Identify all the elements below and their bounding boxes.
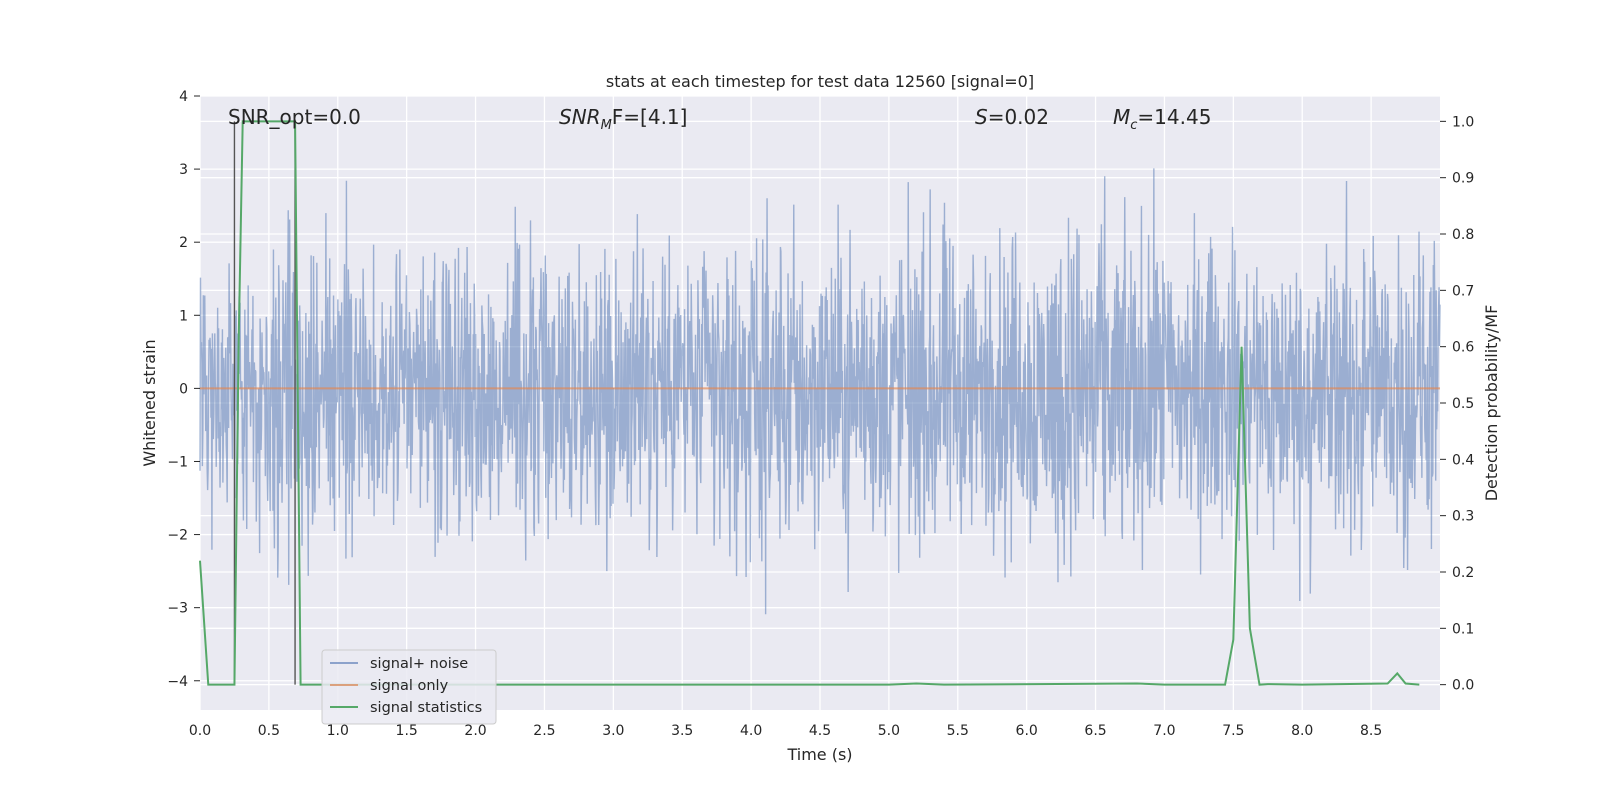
x-tick-label: 2.5	[533, 723, 555, 739]
x-tick-label: 3.0	[602, 723, 624, 739]
y-tick-label: 4	[179, 89, 188, 105]
snr-mf-sub: M	[601, 118, 612, 133]
x-tick-label: 8.0	[1291, 723, 1313, 739]
series-signal-plus-noise	[199, 168, 1441, 615]
x-tick-label: 0.0	[189, 723, 211, 739]
y-tick-label: −1	[167, 454, 188, 470]
y-right-axis-ticks: 1.0 0.9 0.8 0.7 0.6 0.5 0.4 0.3 0.2 0.1 0.0	[1440, 114, 1474, 694]
s-annotation: S=0.02	[975, 105, 1049, 129]
y-right-tick-label: 0.6	[1452, 340, 1474, 356]
plot-area	[199, 95, 1441, 710]
x-tick-label: 7.0	[1153, 723, 1175, 739]
legend-label-signal: signal only	[370, 678, 449, 694]
noise-trace	[199, 168, 1441, 615]
y-tick-label: 2	[179, 235, 188, 251]
s-value: =0.02	[988, 105, 1049, 129]
snr-opt-annotation: SNR_opt=0.0	[228, 105, 361, 129]
y-right-tick-label: 0.1	[1452, 621, 1474, 637]
x-axis-ticks: 0.0 0.5 1.0 1.5 2.0 2.5 3.0 3.5 4.0 4.5 5.0 5.5 6.0 6…	[189, 723, 1382, 739]
x-tick-label: 8.5	[1360, 723, 1382, 739]
y-right-tick-label: 0.4	[1452, 452, 1474, 468]
signal-statistics-line	[199, 120, 1420, 686]
y-right-tick-label: 0.5	[1452, 396, 1474, 412]
x-tick-label: 5.0	[878, 723, 900, 739]
y-axis-label: Whitened strain	[140, 339, 159, 466]
x-tick-label: 1.0	[327, 723, 349, 739]
x-tick-label: 7.5	[1222, 723, 1244, 739]
x-tick-label: 1.5	[396, 723, 418, 739]
y-tick-label: 0	[179, 381, 188, 397]
series-signal-statistics	[199, 120, 1420, 686]
y-tick-label: −3	[167, 601, 188, 617]
legend: signal+ noise signal only signal statist…	[321, 649, 497, 725]
x-tick-label: 5.5	[947, 723, 969, 739]
y-tick-label: 3	[179, 162, 188, 178]
y-tick-label: 1	[179, 308, 188, 324]
mc-sub: c	[1130, 118, 1137, 133]
snr-mf-rest: F=[4.1]	[612, 105, 688, 129]
x-tick-label: 6.5	[1084, 723, 1106, 739]
legend-label-noise: signal+ noise	[370, 656, 468, 672]
legend-box	[321, 649, 497, 725]
mc-base: M	[1113, 105, 1130, 129]
snr-mf-base: SNR	[559, 105, 601, 129]
y-right-tick-label: 0.8	[1452, 227, 1474, 243]
x-tick-label: 0.5	[258, 723, 280, 739]
x-tick-label: 3.5	[671, 723, 693, 739]
y-right-tick-label: 0.2	[1452, 565, 1474, 581]
legend-label-statistics: signal statistics	[370, 700, 482, 716]
y-axis-ticks: 4 3 2 1 0 −1 −2 −3 −4	[167, 89, 200, 690]
x-axis-label: Time (s)	[786, 745, 852, 764]
annotations: SNR_opt=0.0 SNRMF=[4.1] S=0.02 Mc=14.45	[228, 105, 1211, 133]
y-right-tick-label: 0.7	[1452, 283, 1474, 299]
y-right-axis-label: Detection probability/MF	[1482, 305, 1501, 502]
x-tick-label: 4.5	[809, 723, 831, 739]
s-symbol: S	[975, 105, 988, 129]
y-right-tick-label: 0.0	[1452, 678, 1474, 694]
x-tick-label: 4.0	[740, 723, 762, 739]
mc-annotation: Mc=14.45	[1113, 105, 1211, 133]
mc-value: =14.45	[1137, 105, 1211, 129]
y-tick-label: −2	[167, 528, 188, 544]
y-right-tick-label: 0.3	[1452, 509, 1474, 525]
y-tick-label: −4	[167, 674, 188, 690]
snr-mf-annotation: SNRMF=[4.1]	[559, 105, 687, 133]
x-tick-label: 2.0	[464, 723, 486, 739]
y-right-tick-label: 1.0	[1452, 114, 1474, 130]
x-tick-label: 6.0	[1016, 723, 1038, 739]
y-right-tick-label: 0.9	[1452, 171, 1474, 187]
chart-title: stats at each timestep for test data 125…	[606, 72, 1034, 91]
